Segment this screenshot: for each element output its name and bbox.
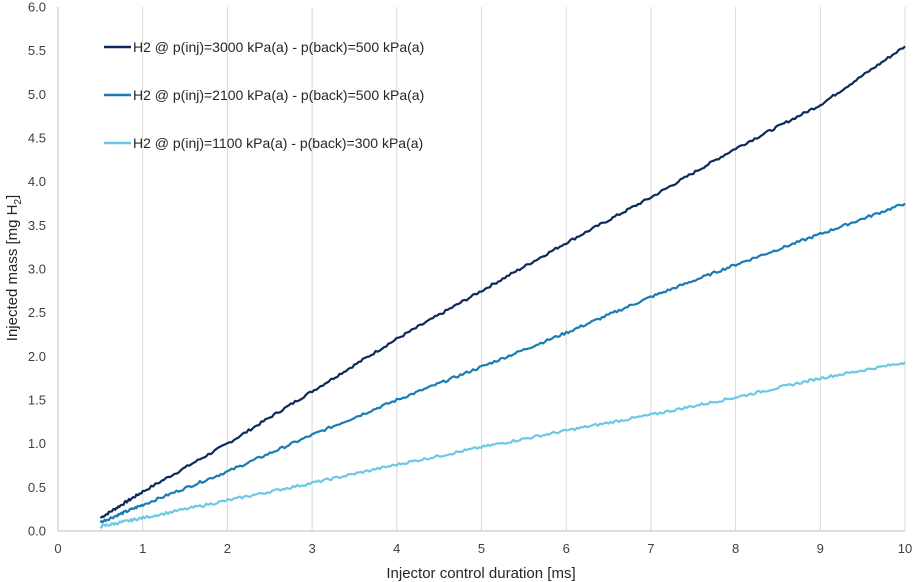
x-tick-label: 9 xyxy=(817,541,824,556)
x-tick-label: 10 xyxy=(898,541,912,556)
y-axis-title-subscript: 2 xyxy=(13,199,24,205)
tick-labels: 0 1 2 3 4 5 6 7 8 9 10 0.0 0.5 1.0 1.5 2.0 2.5 3.0 3.5 4.0 4… xyxy=(28,0,912,556)
y-tick-label: 2.5 xyxy=(28,305,46,320)
y-tick-label: 6.0 xyxy=(28,0,46,15)
x-tick-label: 6 xyxy=(563,541,570,556)
y-tick-label: 5.5 xyxy=(28,43,46,58)
series-line xyxy=(99,361,906,529)
x-tick-label: 2 xyxy=(224,541,231,556)
y-tick-label: 4.0 xyxy=(28,174,46,189)
y-tick-label: 0.0 xyxy=(28,524,46,539)
legend: H2 @ p(inj)=3000 kPa(a) - p(back)=500 kP… xyxy=(104,39,424,151)
x-axis-title: Injector control duration [ms] xyxy=(386,565,575,582)
y-axis-title-main: Injected mass [mg H xyxy=(4,205,21,342)
y-tick-label: 3.0 xyxy=(28,262,46,277)
axes xyxy=(57,7,905,532)
y-tick-label: 3.5 xyxy=(28,218,46,233)
series-line xyxy=(99,202,906,524)
y-tick-label: 1.5 xyxy=(28,393,46,408)
legend-label: H2 @ p(inj)=3000 kPa(a) - p(back)=500 kP… xyxy=(133,39,424,55)
y-tick-label: 0.5 xyxy=(28,480,46,495)
y-tick-label: 2.0 xyxy=(28,349,46,364)
x-tick-label: 0 xyxy=(54,541,61,556)
grid-lines xyxy=(142,7,906,531)
x-tick-label: 4 xyxy=(393,541,400,556)
series-lines xyxy=(99,45,906,529)
y-tick-label: 1.0 xyxy=(28,436,46,451)
x-tick-label: 3 xyxy=(308,541,315,556)
x-tick-label: 5 xyxy=(478,541,485,556)
x-tick-label: 8 xyxy=(732,541,739,556)
legend-label: H2 @ p(inj)=1100 kPa(a) - p(back)=300 kP… xyxy=(133,135,423,151)
x-tick-label: 1 xyxy=(139,541,146,556)
x-tick-label: 7 xyxy=(647,541,654,556)
y-tick-label: 4.5 xyxy=(28,131,46,146)
series-line xyxy=(99,45,906,519)
legend-label: H2 @ p(inj)=2100 kPa(a) - p(back)=500 kP… xyxy=(133,87,424,103)
y-axis-title: Injected mass [mg H2] xyxy=(4,195,24,341)
y-axis-title-end: ] xyxy=(4,195,21,199)
y-tick-label: 5.0 xyxy=(28,87,46,102)
